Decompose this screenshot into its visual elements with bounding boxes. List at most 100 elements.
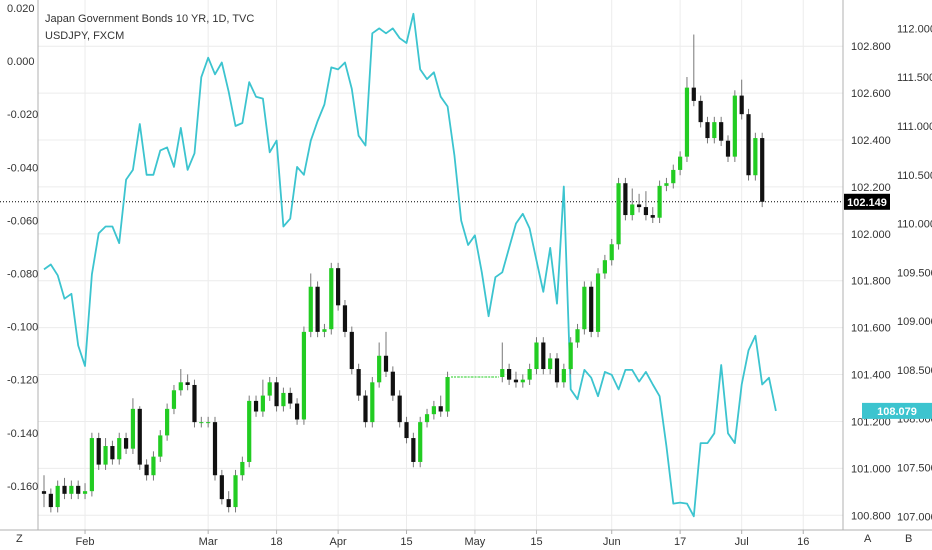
right-axis-main-tick-label: 101.000 <box>851 463 891 475</box>
candle-up <box>267 377 272 401</box>
candle-down <box>41 475 47 508</box>
candle-up <box>568 337 573 375</box>
candle-up <box>575 323 580 348</box>
candle-up <box>151 451 156 481</box>
candle-up <box>582 281 587 335</box>
candle-down <box>383 331 389 378</box>
left-axis-tick-label: -0.140 <box>7 428 38 440</box>
candle-down <box>342 300 348 338</box>
x-axis-tick-label: Jul <box>735 536 749 548</box>
x-axis-tick-label: Feb <box>76 536 95 548</box>
candle-down <box>390 366 395 401</box>
candle-down <box>411 432 416 468</box>
candle-down <box>589 281 594 338</box>
compare-series-line[interactable] <box>43 12 777 518</box>
right-axis-compare-tick-label: 112.000 <box>897 23 932 35</box>
auto-scale-button[interactable]: A <box>864 533 872 545</box>
candle-down <box>212 416 218 481</box>
candle-up <box>281 387 286 412</box>
candle-down <box>48 488 53 513</box>
candle-down <box>404 416 409 444</box>
candle-up <box>322 323 327 338</box>
log-scale-button[interactable]: B <box>905 533 912 545</box>
candle-up <box>561 363 566 388</box>
candle-down <box>643 191 649 221</box>
x-axis-tick-label: May <box>465 536 486 548</box>
candle-up <box>431 400 436 420</box>
x-axis-tick-label: 16 <box>797 536 809 548</box>
candle-up <box>165 403 170 441</box>
last-value-badge-main-text: 102.149 <box>847 197 887 209</box>
x-axis-tick-label: Apr <box>330 536 347 548</box>
right-axis-compare-tick-label: 111.000 <box>897 121 932 133</box>
candlestick-series[interactable] <box>41 34 765 513</box>
candle-down <box>349 326 354 375</box>
candle-down <box>274 377 279 412</box>
candle-up <box>158 430 163 462</box>
candle-up <box>308 273 313 338</box>
candle-down <box>650 207 655 224</box>
candle-up <box>753 132 758 181</box>
legend-main-series[interactable]: Japan Government Bonds 10 YR, 1D, TVC <box>45 13 254 25</box>
candle-up <box>684 77 690 162</box>
candle-down <box>698 95 703 128</box>
left-axis-tick-label: -0.100 <box>7 322 38 334</box>
left-axis-tick-label: -0.060 <box>7 215 38 227</box>
right-axis-main-tick-label: 101.800 <box>851 276 891 288</box>
right-axis-compare-tick-label: 109.000 <box>897 316 932 328</box>
right-axis-compare-tick-label: 107.500 <box>897 462 932 474</box>
candle-down <box>192 379 197 428</box>
candle-up <box>732 90 737 162</box>
right-axis-main-tick-label: 102.000 <box>851 229 891 241</box>
candle-down <box>438 395 443 417</box>
candle-down <box>110 440 115 465</box>
candle-down <box>363 390 368 428</box>
x-axis[interactable]: Feb Mar 18 Apr 15 May 15 Jun 17 Jul 16 <box>76 530 810 548</box>
candle-up <box>117 432 122 465</box>
candle-up <box>178 369 183 396</box>
right-axis-main-tick-label: 101.200 <box>851 416 891 428</box>
candle-up <box>301 326 307 425</box>
right-axis-main-tick-label: 102.600 <box>851 88 891 100</box>
legend-compare-series[interactable]: USDJPY, FXCM <box>45 30 124 42</box>
candle-down <box>636 193 642 213</box>
candle-up <box>548 353 553 375</box>
candle-down <box>315 281 320 338</box>
last-value-badge-main: 102.149 <box>844 193 890 210</box>
x-axis-tick-label: 18 <box>270 536 282 548</box>
candle-up <box>69 480 74 500</box>
right-axis-main-tick-label: 101.600 <box>851 323 891 335</box>
candle-down <box>760 132 765 208</box>
candle-up <box>500 342 505 383</box>
candle-down <box>725 135 731 162</box>
candle-up <box>602 254 607 279</box>
candle-up <box>247 395 252 468</box>
candle-up <box>82 483 88 500</box>
candle-down <box>76 480 81 500</box>
right-y-axis-main[interactable]: 102.800 102.600 102.400 102.200 102.000 101.8… <box>851 41 891 522</box>
right-axis-compare-tick-label: 109.500 <box>897 267 932 279</box>
candle-up <box>377 342 382 388</box>
candle-down <box>96 432 101 470</box>
candle-down <box>253 395 259 417</box>
candle-up <box>678 151 683 176</box>
candle-up <box>233 469 238 513</box>
timezone-button[interactable]: Z <box>16 533 23 545</box>
right-axis-compare-tick-label: 111.500 <box>897 72 932 84</box>
candle-up <box>445 371 450 417</box>
candle-down <box>62 477 67 500</box>
right-axis-compare-tick-label: 107.000 <box>897 511 932 523</box>
right-axis-compare-tick-label: 110.000 <box>897 219 932 231</box>
last-value-badge-compare: 108.079 <box>862 402 932 419</box>
right-axis-main-tick-label: 102.800 <box>851 41 891 53</box>
candle-up <box>595 268 601 338</box>
candle-down <box>356 363 361 401</box>
candle-up <box>370 377 375 428</box>
last-value-badge-main-bg <box>844 193 890 210</box>
candle-down <box>185 374 190 391</box>
candle-down <box>719 116 724 147</box>
candle-up <box>130 398 136 454</box>
left-y-axis[interactable]: 0.020 0.000 -0.020 -0.040 -0.060 -0.080 -0.100… <box>7 3 38 493</box>
x-axis-tick-label: 15 <box>530 536 542 548</box>
